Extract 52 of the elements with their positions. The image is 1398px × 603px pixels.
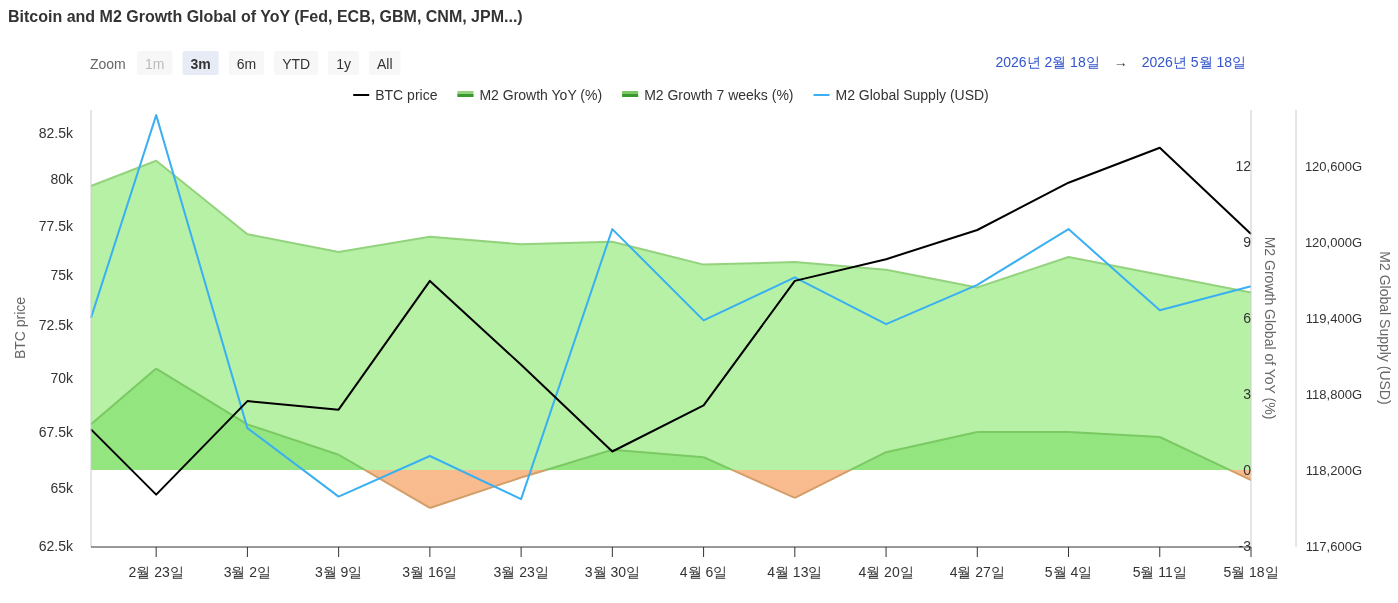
x-tick-label: 4월 20일 (858, 564, 914, 580)
y3-tick-label: 120,600G (1304, 158, 1362, 174)
y2-tick-label: -3 (1238, 538, 1252, 554)
text: YTD (282, 56, 311, 72)
y2-tick-label: 0 (1243, 461, 1252, 478)
y-tick-label: 75k (50, 266, 74, 283)
y2-axis-title: M2 Growth Global of YoY (%) (1262, 236, 1278, 420)
text: All (376, 56, 393, 72)
y3-tick-label: 118,800G (1305, 386, 1362, 402)
legend-label: M2 Growth YoY (%) (479, 87, 603, 103)
y-tick-label: 80k (50, 170, 74, 187)
x-tick-label: 2월 23일 (128, 564, 184, 580)
x-tick-label: 3월 16일 (402, 564, 458, 580)
y2-tick-label: 6 (1243, 309, 1252, 326)
text: 2026년 2월 18일 (995, 54, 1100, 70)
x-tick-label: 5월 4일 (1044, 564, 1093, 580)
y3-tick-label: 119,400G (1305, 310, 1362, 326)
text: → (1113, 54, 1128, 70)
x-tick-label: 5월 11일 (1132, 564, 1187, 580)
y-tick-label: 62.5k (38, 538, 74, 554)
y-tick-label: 82.5k (38, 125, 74, 142)
y3-axis-title: M2 Global Supply (USD) (1377, 251, 1393, 405)
y3-tick-label: 118,200G (1305, 462, 1362, 478)
y3-tick-label: 117,600G (1305, 539, 1362, 554)
text: 1y (336, 56, 351, 72)
y3-tick-label: 120,000G (1304, 234, 1362, 250)
x-tick-label: 4월 13일 (767, 564, 823, 580)
text: Zoom (90, 56, 126, 72)
y-tick-label: 70k (50, 369, 74, 386)
text: 1m (145, 56, 165, 72)
text: 6m (236, 56, 257, 72)
x-tick-label: 3월 23일 (493, 564, 549, 580)
chart-title: Bitcoin and M2 Growth Global of YoY (Fed, ECB, GBM, CNM, JPM...) (8, 8, 523, 25)
y2-tick-label: 3 (1243, 385, 1252, 402)
legend-label: M2 Growth 7 weeks (%) (644, 87, 794, 103)
x-tick-label: 3월 30일 (584, 564, 640, 580)
x-tick-label: 4월 27일 (949, 564, 1005, 580)
y2-tick-label: 9 (1243, 233, 1252, 250)
y-axis-title: BTC price (12, 296, 28, 360)
x-tick-label: 5월 18일 (1223, 564, 1279, 580)
y-tick-label: 65k (50, 479, 74, 496)
x-tick-label: 3월 9일 (314, 564, 363, 580)
text: 3m (190, 56, 211, 72)
y2-tick-label: 12 (1235, 157, 1252, 174)
y-tick-label: 67.5k (38, 423, 74, 440)
legend-label: M2 Global Supply (USD) (835, 87, 989, 103)
x-tick-label: 4월 6일 (679, 564, 728, 580)
x-tick-label: 3월 2일 (223, 564, 272, 580)
y-tick-label: 77.5k (38, 218, 74, 235)
y-tick-label: 72.5k (38, 317, 74, 334)
text: 2026년 5월 18일 (1141, 54, 1246, 70)
legend-label: BTC price (375, 87, 438, 103)
